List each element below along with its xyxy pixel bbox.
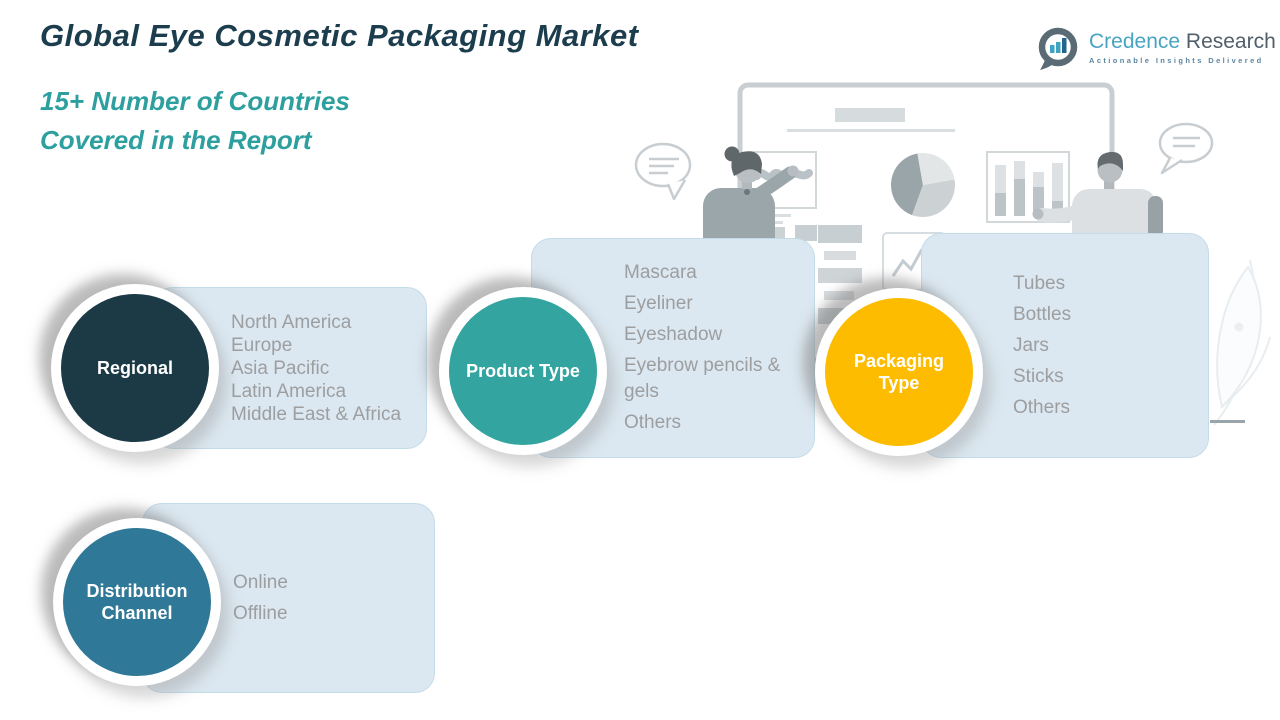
segment-circle-packaging-type: Packaging Type <box>815 288 983 456</box>
segment-circle-regional: Regional <box>51 284 219 452</box>
subtitle-line-2: Covered in the Report <box>40 125 312 155</box>
list-item: Eyeliner <box>624 293 693 314</box>
list-item: Eyebrow pencils & gels <box>624 355 781 402</box>
segment-items-product-type: Mascara Eyeliner Eyeshadow Eyebrow pencils … <box>532 260 802 436</box>
pie-chart <box>890 153 955 218</box>
page-title: Global Eye Cosmetic Packaging Market <box>40 18 639 53</box>
list-item: Others <box>624 412 682 433</box>
list-item: North America <box>231 311 352 333</box>
presenter-woman <box>703 146 799 238</box>
list-item: Mascara <box>624 262 697 283</box>
segment-items-regional: North America Europe Asia Pacific Latin Ame… <box>154 311 426 426</box>
segment-label-distribution-channel: Distribution Channel <box>86 581 188 623</box>
segment-label-regional: Regional <box>96 358 173 378</box>
speech-bubble-left-icon <box>634 142 692 201</box>
list-item: Europe <box>231 334 293 356</box>
segment-bubble-distribution-channel: Distribution Channel <box>63 528 211 676</box>
segment-label-product-type: Product Type <box>466 361 580 381</box>
segment-bubble-packaging-type: Packaging Type <box>825 298 973 446</box>
list-item: Tubes <box>1013 272 1066 294</box>
logo-brand-name: Credence Research <box>1089 31 1276 53</box>
speech-bubble-right-icon <box>1158 122 1214 175</box>
segment-bubble-regional: Regional <box>61 294 209 442</box>
list-item: Asia Pacific <box>231 357 330 379</box>
segment-items-distribution-channel: Online Offline <box>143 570 423 627</box>
segment-circle-product-type: Product Type <box>439 287 607 455</box>
logo-brand-primary: Credence <box>1089 30 1181 53</box>
list-item: Jars <box>1013 334 1049 356</box>
page-subtitle: 15+ Number of Countries Covered in the Re… <box>40 82 350 160</box>
list-item: Others <box>1013 396 1071 418</box>
logo-brand-secondary: Research <box>1185 30 1276 53</box>
leaf-decoration <box>1210 259 1271 426</box>
segment-items-packaging-type: Tubes Bottles Jars Sticks Others <box>922 271 1193 421</box>
list-item: Eyeshadow <box>624 324 723 345</box>
list-item: Latin America <box>231 380 347 402</box>
segment-circle-distribution-channel: Distribution Channel <box>53 518 221 686</box>
list-item: Sticks <box>1013 365 1064 387</box>
segment-label-packaging-type: Packaging Type <box>853 351 945 393</box>
list-item: Offline <box>233 602 288 624</box>
bar-chart-speech-bubble-icon <box>1038 27 1078 70</box>
logo-tagline: Actionable Insights Delivered <box>1089 56 1264 65</box>
subtitle-line-1: 15+ Number of Countries <box>40 86 350 116</box>
credence-research-logo: Credence Research Actionable Insights De… <box>1036 26 1276 72</box>
list-item: Bottles <box>1013 303 1072 325</box>
list-item: Online <box>233 571 288 593</box>
list-item: Middle East & Africa <box>231 403 402 425</box>
logo-text: Credence Research Actionable Insights De… <box>1089 26 1276 66</box>
segment-bubble-product-type: Product Type <box>449 297 597 445</box>
